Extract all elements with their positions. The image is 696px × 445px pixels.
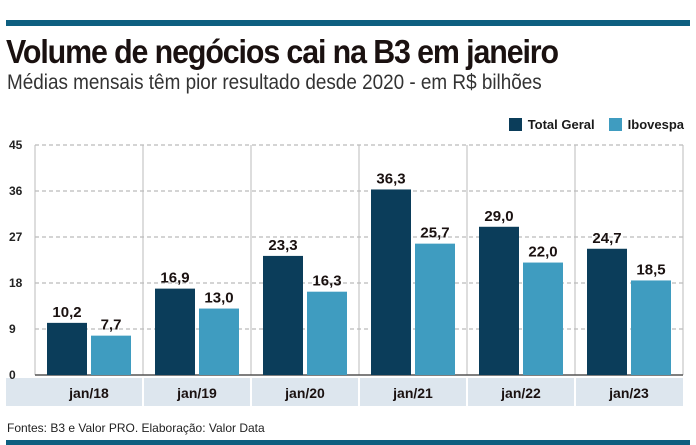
data-label: 23,3 <box>268 237 297 254</box>
data-label: 13,0 <box>204 290 233 307</box>
category-band <box>6 378 683 406</box>
top-accent-bar <box>6 20 690 26</box>
x-tick-label: jan/23 <box>608 385 649 401</box>
x-tick-label: jan/22 <box>500 385 541 401</box>
data-label: 10,2 <box>52 304 81 321</box>
x-tick-label: jan/21 <box>392 385 433 401</box>
y-tick-label: 0 <box>9 368 16 382</box>
x-tick-label: jan/18 <box>68 385 109 401</box>
bar-ibovespa <box>523 262 563 375</box>
legend: Total Geral Ibovespa <box>508 117 684 132</box>
y-tick-label: 36 <box>9 184 23 198</box>
data-label: 36,3 <box>376 170 405 187</box>
y-tick-label: 45 <box>9 138 23 152</box>
legend-swatch-total <box>508 118 522 131</box>
source-note: Fontes: B3 e Valor PRO. Elaboração: Valo… <box>7 421 265 435</box>
data-label: 24,7 <box>592 230 621 247</box>
legend-swatch-ibovespa <box>608 118 622 131</box>
y-tick-label: 9 <box>9 322 16 336</box>
bar-ibovespa <box>91 335 131 375</box>
bar-ibovespa <box>631 280 671 375</box>
bar-total-geral <box>263 255 303 375</box>
bar-total-geral <box>47 322 87 375</box>
data-label: 25,7 <box>420 225 449 242</box>
x-tick-label: jan/19 <box>176 385 217 401</box>
x-tick-label: jan/20 <box>284 385 325 401</box>
legend-label-total: Total Geral <box>527 117 595 132</box>
data-label: 16,3 <box>312 273 341 290</box>
chart-title: Volume de negócios cai na B3 em janeiro <box>6 33 559 70</box>
bar-total-geral <box>479 226 519 375</box>
bar-ibovespa <box>307 291 347 375</box>
data-label: 22,0 <box>528 244 557 261</box>
y-tick-label: 18 <box>9 276 23 290</box>
y-tick-label: 27 <box>9 230 23 244</box>
bar-ibovespa <box>415 243 455 375</box>
bar-total-geral <box>587 248 627 375</box>
bar-ibovespa <box>199 308 239 375</box>
data-label: 18,5 <box>636 261 665 278</box>
data-label: 29,0 <box>484 208 513 225</box>
legend-label-ibovespa: Ibovespa <box>627 117 684 132</box>
data-label: 16,9 <box>160 270 189 287</box>
data-label: 7,7 <box>101 317 122 334</box>
bar-total-geral <box>155 288 195 375</box>
bar-total-geral <box>371 189 411 375</box>
chart-subtitle: Médias mensais têm pior resultado desde … <box>7 71 542 94</box>
bottom-accent-bar <box>6 440 690 445</box>
